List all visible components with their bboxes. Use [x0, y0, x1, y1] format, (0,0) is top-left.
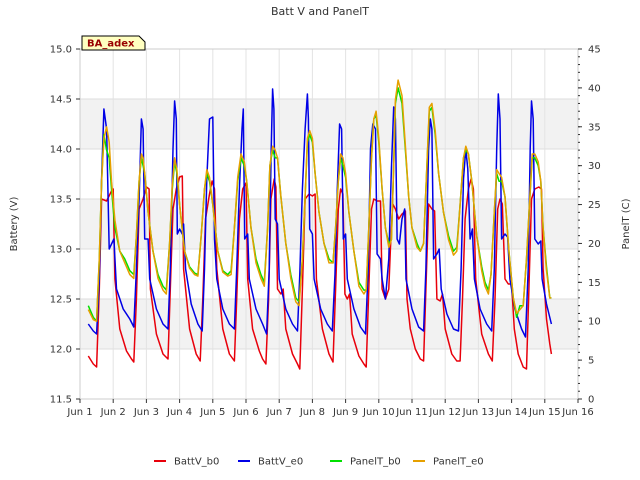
series-line-PanelT_e0	[87, 79, 552, 322]
left-tick-label: 13.0	[50, 245, 72, 256]
left-axis-label: Battery (V)	[9, 196, 20, 251]
x-tick-label: Jun 6	[232, 407, 258, 418]
series-line-BattV_b0	[87, 175, 553, 370]
x-tick-label: Jun 10	[362, 407, 395, 418]
left-tick-label: 12.0	[50, 345, 72, 356]
right-tick-label: 0	[588, 395, 594, 406]
right-axis-ticks: 0 5 10 15 20 25 30 35 40 45	[578, 45, 601, 406]
x-tick-label: Jun 13	[462, 407, 495, 418]
left-axis-ticks: 11.5 12.0 12.5 13.0 13.5 14.0 14.5 15.0	[50, 45, 80, 406]
x-tick-label: Jun 7	[266, 407, 292, 418]
x-tick-label: Jun 15	[528, 407, 561, 418]
x-tick-label: Jun 1	[66, 407, 92, 418]
x-tick-label: Jun 11	[395, 407, 428, 418]
chart-title: Batt V and PanelT	[271, 5, 369, 18]
series-layer	[87, 79, 553, 370]
x-tick-label: Jun 3	[133, 407, 159, 418]
left-tick-label: 12.5	[50, 295, 72, 306]
x-axis-ticks: Jun 1 Jun 2 Jun 3 Jun 4 Jun 5 Jun 6 Jun 7 Jun 8…	[66, 399, 594, 418]
legend-label: BattV_b0	[174, 457, 219, 468]
x-tick-label: Jun 16	[561, 407, 594, 418]
x-tick-label: Jun 8	[299, 407, 325, 418]
right-tick-label: 45	[588, 45, 601, 56]
right-tick-label: 40	[588, 83, 601, 94]
plot-frame	[79, 48, 579, 400]
band-5	[80, 99, 578, 149]
x-tick-label: Jun 14	[495, 407, 528, 418]
right-tick-label: 35	[588, 122, 601, 133]
x-tick-label: Jun 9	[332, 407, 358, 418]
right-tick-label: 10	[588, 317, 601, 328]
right-axis-label: PanelT (C)	[621, 198, 632, 249]
right-tick-label: 20	[588, 239, 601, 250]
x-tick-label: Jun 4	[166, 407, 192, 418]
x-tick-label: Jun 12	[428, 407, 461, 418]
site-label-box: BA_adex	[81, 35, 146, 51]
legend-label: PanelT_b0	[350, 457, 401, 468]
legend: BattV_b0 BattV_e0 PanelT_b0 PanelT_e0	[154, 457, 484, 468]
site-label: BA_adex	[87, 39, 135, 50]
x-tick-label: Jun 2	[100, 407, 126, 418]
left-tick-label: 14.0	[50, 145, 72, 156]
x-tick-label: Jun 5	[199, 407, 225, 418]
left-tick-label: 15.0	[50, 45, 72, 56]
right-tick-label: 25	[588, 200, 601, 211]
legend-label: BattV_e0	[258, 457, 303, 468]
left-tick-label: 11.5	[50, 395, 72, 406]
left-tick-label: 14.5	[50, 95, 72, 106]
left-tick-label: 13.5	[50, 195, 72, 206]
right-tick-label: 5	[588, 356, 594, 367]
legend-label: PanelT_e0	[433, 457, 484, 468]
right-tick-label: 30	[588, 161, 601, 172]
right-tick-label: 15	[588, 278, 601, 289]
